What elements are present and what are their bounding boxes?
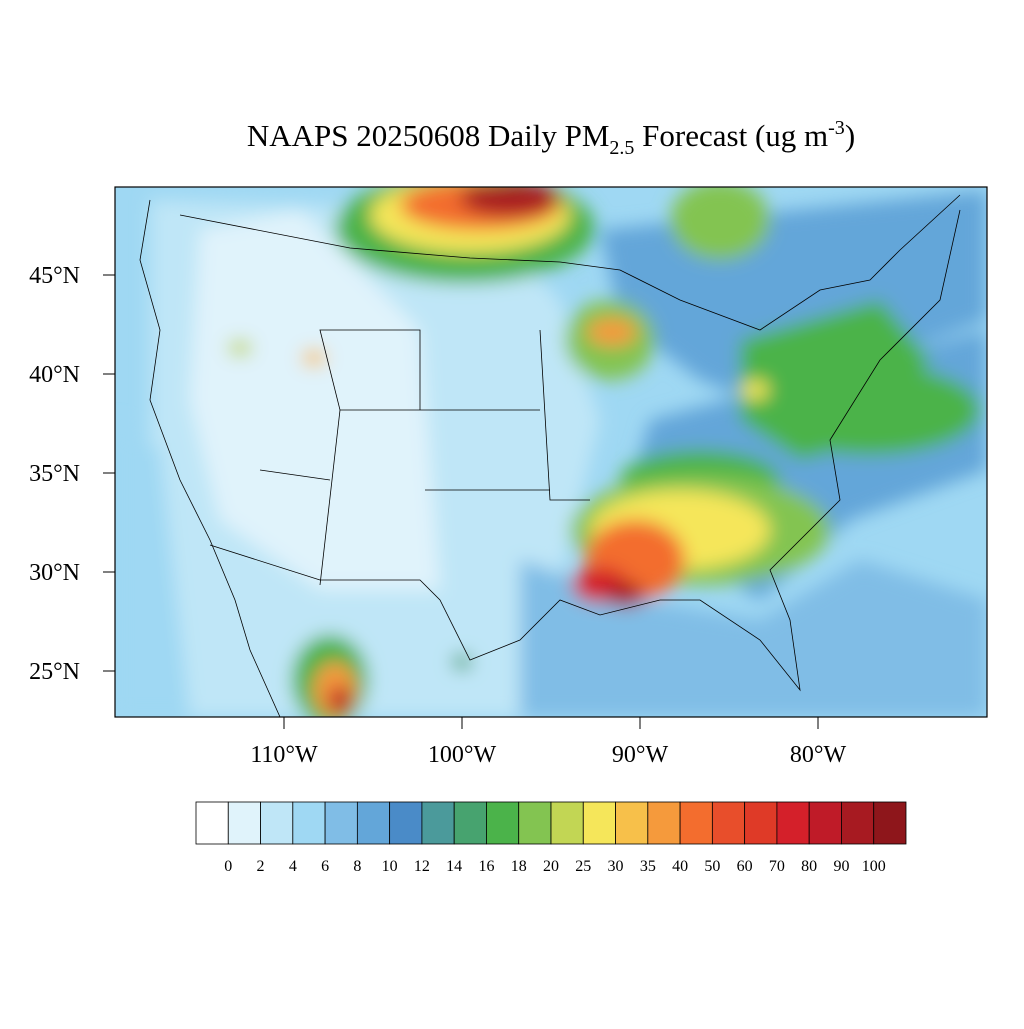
plot-frame [114,186,988,718]
colorbar-box [486,801,520,845]
colorbar-box [550,801,584,845]
axis-ticks: 45°N 40°N 35°N 30°N 25°N 110°W 100°W 90°W 80°W [29,263,846,768]
title-sub: 2.5 [609,137,634,159]
colorbar-label: 6 [321,858,329,875]
colorbar-box [518,801,552,845]
colorbar-box [841,801,875,845]
title-sup: -3 [828,117,845,139]
colorbar-box [356,801,391,845]
colorbar-box [324,801,358,845]
colorbar-box [227,801,261,845]
colorbar-label: 70 [769,858,785,875]
colorbar-box [453,801,487,845]
colorbar-label: 50 [704,858,720,875]
colorbar-label: 0 [224,858,232,875]
title: NAAPS 20250608 Daily PM2.5 Forecast (ug … [247,117,855,159]
colorbar-box [292,801,326,845]
colorbar-box [260,801,294,845]
colorbar-label: 8 [353,858,361,875]
lat-tick-label: 35°N [29,461,80,487]
colorbar-label: 40 [672,858,688,875]
lat-tick-label: 30°N [29,560,80,586]
colorbar-box [873,801,907,845]
colorbar-label: 18 [511,858,527,875]
colorbar-label: 60 [737,858,753,875]
colorbar-label: 12 [414,858,430,875]
colorbar-label: 16 [478,858,494,875]
colorbar-box [421,801,455,845]
colorbar-box [679,801,713,845]
lon-tick-label: 90°W [612,742,669,768]
concentration-field [115,187,987,717]
colorbar-label: 80 [801,858,817,875]
colorbar-label: 30 [608,858,624,875]
lat-tick-label: 40°N [29,362,80,388]
lon-tick-label: 100°W [428,742,497,768]
colorbar-box [582,801,616,845]
colorbar-box [195,801,229,845]
colorbar-label: 90 [833,858,849,875]
title-end: ) [845,118,855,153]
lon-tick-label: 80°W [790,742,847,768]
colorbar-label: 35 [640,858,656,875]
title-mid: Forecast (ug m [634,118,828,153]
colorbar-label: 25 [575,858,591,875]
colorbar: 0 2 4 6 8 10 12 14 16 18 20 25 30 35 40 50 60 70 80 90 100 [195,801,907,875]
colorbar-box [711,801,746,845]
colorbar-box [808,801,842,845]
colorbar-label: 2 [257,858,265,875]
lat-tick-label: 25°N [29,659,80,685]
colorbar-label: 4 [289,858,297,875]
title-main: NAAPS 20250608 Daily PM [247,118,610,153]
colorbar-box [776,801,810,845]
colorbar-label: 10 [382,858,398,875]
colorbar-box [389,801,423,845]
lon-tick-label: 110°W [250,742,318,768]
colorbar-box [615,801,649,845]
colorbar-label: 20 [543,858,559,875]
colorbar-label: 14 [446,858,462,875]
colorbar-box [647,801,681,845]
colorbar-box [744,801,778,845]
colorbar-label: 100 [862,858,886,875]
lat-tick-label: 45°N [29,263,80,289]
